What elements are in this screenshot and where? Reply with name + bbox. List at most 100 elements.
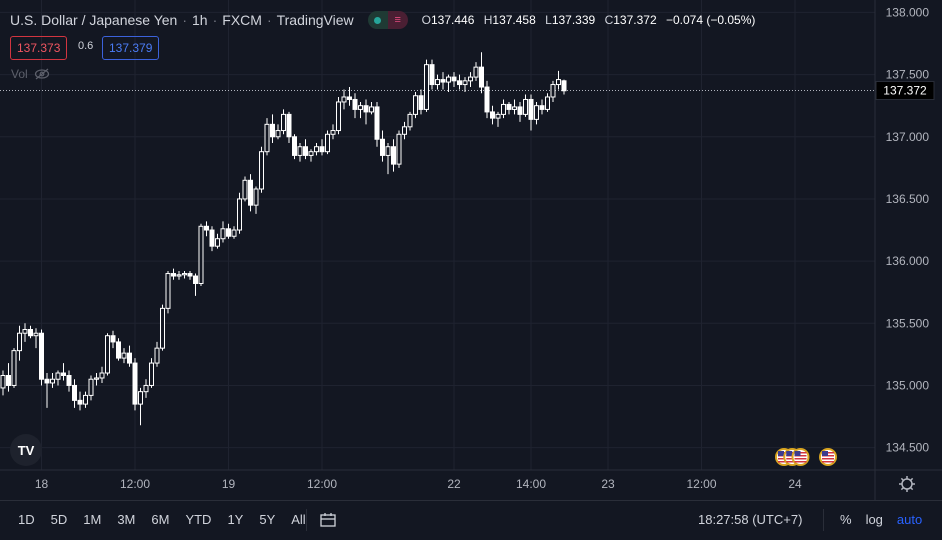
- x-tick-label: 18: [35, 477, 49, 491]
- candle-bearish: [440, 79, 446, 83]
- candle-bullish: [121, 352, 127, 359]
- candle-bearish: [429, 64, 435, 86]
- timeframe-5y[interactable]: 5Y: [259, 512, 276, 527]
- y-tick-label: 135.500: [886, 316, 930, 330]
- bottom-toolbar: 1D 5D 1M 3M 6M YTD 1Y 5Y All 18:27:58 (UTC+7) % …: [0, 500, 942, 540]
- candle-bearish: [39, 332, 44, 380]
- timeframe-1y[interactable]: 1Y: [227, 512, 244, 527]
- spread-value: 0.6: [78, 40, 94, 52]
- x-tick-label: 24: [788, 477, 802, 491]
- candle-bullish: [215, 238, 220, 247]
- candle-bullish: [473, 66, 479, 78]
- date-range-icon[interactable]: [319, 511, 337, 529]
- x-tick-label: 14:00: [516, 477, 546, 491]
- candle-bullish: [336, 101, 341, 132]
- timeframe-5d[interactable]: 5D: [50, 512, 68, 527]
- candle-bearish: [490, 111, 495, 119]
- percent-scale-button[interactable]: %: [840, 512, 852, 527]
- timeframe-6m[interactable]: 6M: [151, 512, 170, 527]
- market-status-toggle[interactable]: ≡: [367, 11, 408, 29]
- settings-gear-icon[interactable]: [899, 476, 915, 492]
- interval[interactable]: 1h: [192, 12, 208, 28]
- candle-bearish: [561, 80, 567, 92]
- timeframe-1m[interactable]: 1M: [83, 512, 102, 527]
- candle-bearish: [44, 378, 50, 384]
- timeframe-buttons: 1D 5D 1M 3M 6M YTD 1Y 5Y All: [18, 512, 322, 527]
- candle-bullish: [50, 378, 55, 384]
- candle-bullish: [523, 98, 528, 115]
- candle-bearish: [292, 136, 297, 156]
- eye-hidden-icon[interactable]: [34, 68, 50, 80]
- candle-bearish: [352, 98, 358, 110]
- candle-bullish: [314, 146, 319, 153]
- economic-event-us-flag-icon[interactable]: [819, 448, 837, 466]
- candle-bullish: [154, 347, 160, 364]
- divider: [306, 509, 307, 531]
- candle-bullish: [11, 350, 17, 386]
- candle-bullish: [341, 96, 347, 103]
- candle-bearish: [193, 275, 198, 284]
- y-tick-label: 137.500: [886, 68, 930, 82]
- candle-bullish: [220, 228, 226, 240]
- timeframe-ytd[interactable]: YTD: [185, 512, 212, 527]
- candle-bearish: [539, 105, 545, 110]
- x-tick-label: 22: [447, 477, 461, 491]
- price-chart[interactable]: 138.000 137.500 137.000 136.500 136.000 135.5…: [0, 0, 942, 500]
- candle-bearish: [374, 106, 380, 140]
- candle-bullish: [160, 307, 165, 349]
- candle-bearish: [187, 273, 193, 277]
- candle-bullish: [512, 106, 517, 110]
- candle-bullish: [99, 372, 105, 379]
- market-open-dot-icon: [367, 11, 388, 29]
- candle-bullish: [253, 188, 259, 206]
- ohlc-values: O137.446 H137.458 L137.339 C137.372 −0.0…: [421, 13, 756, 27]
- candle-bearish: [28, 328, 33, 337]
- candle-bearish: [248, 179, 253, 206]
- candle-bearish: [506, 103, 512, 110]
- candle-bullish: [105, 335, 110, 374]
- candle-bullish: [358, 105, 363, 110]
- timeframe-1d[interactable]: 1D: [18, 512, 35, 527]
- buy-price-button[interactable]: 137.379: [102, 36, 160, 60]
- y-tick-label: 134.500: [886, 441, 930, 455]
- candle-bullish: [281, 113, 286, 132]
- candle-bullish: [325, 133, 330, 153]
- timeframe-3m[interactable]: 3M: [117, 512, 136, 527]
- candle-bearish: [286, 113, 292, 138]
- candle-bullish: [176, 274, 182, 277]
- economic-event-us-flag-icon[interactable]: [791, 448, 810, 466]
- log-scale-button[interactable]: log: [865, 512, 883, 527]
- y-tick-label: 136.000: [886, 254, 930, 268]
- candle-bullish: [407, 113, 413, 128]
- y-tick-label: 137.000: [886, 130, 930, 144]
- candle-bullish: [237, 198, 242, 231]
- candle-bearish: [127, 352, 132, 364]
- volume-indicator[interactable]: Vol: [11, 67, 50, 81]
- candle-bullish: [264, 123, 270, 153]
- candle-bullish: [94, 377, 99, 380]
- high-value: 137.458: [492, 13, 536, 27]
- candle-bearish: [61, 372, 66, 377]
- candle-bullish: [330, 130, 336, 135]
- candle-bullish: [385, 146, 391, 156]
- symbol-name[interactable]: U.S. Dollar / Japanese Yen: [10, 12, 178, 28]
- candle-bullish: [143, 384, 149, 393]
- candle-bullish: [55, 372, 61, 380]
- chart-header: U.S. Dollar / Japanese Yen · 1h · FXCM ·…: [10, 11, 761, 29]
- timeframe-all[interactable]: All: [291, 512, 306, 527]
- x-tick-label: 19: [222, 477, 236, 491]
- volume-label: Vol: [11, 67, 28, 81]
- auto-scale-button[interactable]: auto: [896, 512, 923, 527]
- candle-bearish: [319, 146, 325, 153]
- candle-bullish: [468, 76, 473, 82]
- sell-price-button[interactable]: 137.373: [10, 36, 68, 60]
- timezone-clock[interactable]: 18:27:58 (UTC+7): [698, 512, 803, 527]
- candle-bearish: [116, 341, 121, 359]
- candle-bullish: [22, 328, 28, 334]
- candle-bullish: [550, 84, 556, 98]
- last-price-label-bg: [875, 81, 935, 101]
- candle-bullish: [424, 64, 429, 110]
- tradingview-logo[interactable]: TV: [10, 434, 42, 466]
- candle-bearish: [528, 98, 534, 120]
- candle-bearish: [457, 80, 462, 86]
